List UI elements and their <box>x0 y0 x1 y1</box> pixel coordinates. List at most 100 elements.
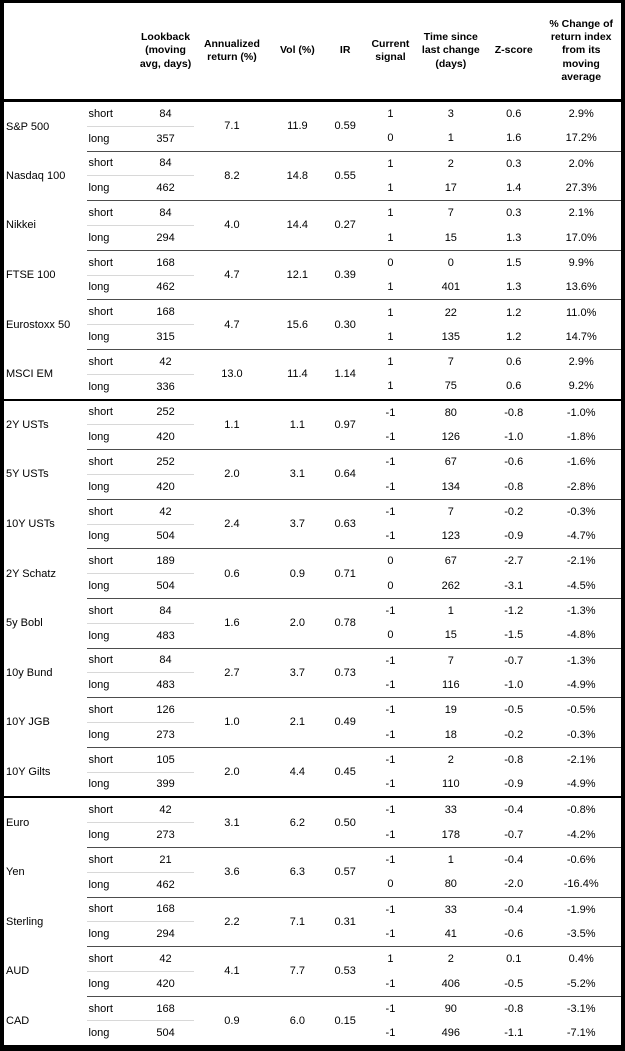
lookback-value: 84 <box>136 648 195 674</box>
period-label: long <box>86 971 137 997</box>
lookback-value: 483 <box>136 672 195 699</box>
zscore-value: 0.3 <box>506 157 522 170</box>
row-yen-long: long 462 0 80 -2.0 -16.4% <box>2 872 623 898</box>
period-label: short <box>86 598 137 624</box>
period-label: long <box>86 374 137 401</box>
period-label: short <box>86 996 137 1022</box>
header-row: Lookback (moving avg, days) Annualized re… <box>2 1 623 102</box>
asset-group-2y-schatz: 2Y Schatz short 189 0.6 0.9 0.71 0 67 -2.7 -2.1% l… <box>2 548 623 599</box>
time-since-value: 1 <box>447 854 454 867</box>
period-label: long <box>86 772 137 799</box>
pct-change-value: -2.1% <box>566 753 596 766</box>
time-since-value: 126 <box>415 424 487 451</box>
time-since-value: 1 <box>415 126 487 152</box>
row-aud-long: long 420 -1 406 -0.5 -5.2% <box>2 971 623 997</box>
time-since-value: 135 <box>415 324 487 350</box>
row-cad-short: CAD short 168 0.9 6.0 0.15 -1 90 -0.8 -3.1% <box>2 996 623 1027</box>
time-since-value: 0 <box>447 256 454 269</box>
current-signal-value: 1 <box>365 324 416 350</box>
pct-change-value: -1.0% <box>566 406 596 419</box>
zscore-value: -1.0 <box>486 672 542 699</box>
row-5y-bobl-long: long 483 0 15 -1.5 -4.8% <box>2 623 623 649</box>
current-signal-value: -1 <box>365 672 416 699</box>
current-signal-value: -1 <box>385 456 396 469</box>
row-5y-usts-long: long 420 -1 134 -0.8 -2.8% <box>2 474 623 500</box>
pct-change-value: 13.6% <box>541 275 623 301</box>
current-signal-value: -1 <box>385 753 396 766</box>
annualized-return-value: 1.6 <box>194 598 270 649</box>
ir-value: 0.31 <box>325 897 366 948</box>
current-signal-value: -1 <box>385 804 396 817</box>
zscore-value: 1.5 <box>506 256 522 269</box>
zscore-value: -0.6 <box>504 456 524 469</box>
vol-value: 12.1 <box>269 250 326 301</box>
vol-value: 11.9 <box>269 100 326 152</box>
lookback-value: 42 <box>136 797 195 824</box>
current-signal-value: 0 <box>365 573 416 599</box>
pct-change-value: -0.5% <box>566 704 596 717</box>
pct-change-value: -4.2% <box>541 822 623 848</box>
zscore-value: -0.4 <box>504 804 524 817</box>
ir-value: 0.78 <box>325 598 366 649</box>
current-signal-value: 0 <box>387 555 394 568</box>
current-signal-value: -1 <box>365 921 416 948</box>
ir-value: 0.63 <box>325 499 366 550</box>
zscore-value: 1.2 <box>506 306 522 319</box>
asset-name: MSCI EM <box>2 349 87 401</box>
pct-change-value: 2.1% <box>568 207 594 220</box>
row-2y-schatz-long: long 504 0 262 -3.1 -4.5% <box>2 573 623 599</box>
pct-change-value: 2.0% <box>568 157 594 170</box>
current-signal-value: -1 <box>365 822 416 848</box>
time-since-value: 2 <box>447 953 454 966</box>
pct-change-value: -3.5% <box>541 921 623 948</box>
vol-value: 14.8 <box>269 151 326 202</box>
time-since-value: 33 <box>444 804 457 817</box>
asset-name: 10Y USTs <box>6 518 55 531</box>
vol-value: 6.2 <box>269 797 326 848</box>
period-label: long <box>86 623 137 649</box>
row-euro-long: long 273 -1 178 -0.7 -4.2% <box>2 822 623 848</box>
lookback-value: 168 <box>136 250 195 276</box>
zscore-value: -0.9 <box>486 772 542 799</box>
zscore-value: 1.3 <box>486 275 542 301</box>
lookback-value: 84 <box>136 200 195 226</box>
column-header-vol: Vol (%) <box>269 1 326 102</box>
period-label: short <box>86 697 137 723</box>
pct-change-value: -0.8% <box>566 804 596 817</box>
time-since-value: 18 <box>415 722 487 748</box>
lookback-value: 252 <box>136 449 195 475</box>
annualized-return-value: 13.0 <box>194 349 270 401</box>
pct-change-value: 27.3% <box>541 175 623 202</box>
zscore-value: 0.6 <box>486 374 542 401</box>
time-since-value: 401 <box>415 275 487 301</box>
pct-change-value: -1.8% <box>541 424 623 451</box>
current-signal-value: -1 <box>365 424 416 451</box>
time-since-value: 67 <box>444 456 457 469</box>
zscore-value: -1.1 <box>504 1027 524 1040</box>
period-label: long <box>86 822 137 848</box>
vol-value: 2.0 <box>269 598 326 649</box>
period-label: short <box>86 151 137 177</box>
time-since-value: 110 <box>415 772 487 799</box>
row-aud-short: AUD short 42 4.1 7.7 0.53 1 2 0.1 0.4% <box>2 946 623 997</box>
pct-change-value: -5.2% <box>541 971 623 997</box>
asset-group-10y-usts: 10Y USTs short 42 2.4 3.7 0.63 -1 7 -0.2 -0.3% lon… <box>2 499 623 550</box>
zscore-value: -0.8 <box>504 753 524 766</box>
column-header-lookback: Lookback (moving avg, days) <box>136 1 195 102</box>
zscore-value: -0.7 <box>486 822 542 848</box>
time-since-value: 178 <box>415 822 487 848</box>
time-since-value: 123 <box>415 524 487 550</box>
column-header-annualized-return: Annualized return (%) <box>194 1 270 102</box>
asset-group-nikkei: Nikkei short 84 4.0 14.4 0.27 1 7 0.3 2.1% long 294… <box>2 200 623 251</box>
period-label: long <box>86 225 137 251</box>
current-signal-value: 0 <box>365 623 416 649</box>
annualized-return-value: 8.2 <box>194 151 270 202</box>
asset-group-s-p-500: S&P 500 short 84 7.1 11.9 0.59 1 3 0.6 2.9% long 35… <box>2 100 623 152</box>
row-2y-usts-long: long 420 -1 126 -1.0 -1.8% <box>2 424 623 451</box>
time-since-value: 1 <box>447 605 454 618</box>
current-signal-value: 1 <box>387 356 394 369</box>
lookback-value: 42 <box>136 946 195 972</box>
annualized-return-value: 4.1 <box>194 946 270 997</box>
zscore-value: -3.1 <box>486 573 542 599</box>
lookback-value: 105 <box>136 747 195 773</box>
